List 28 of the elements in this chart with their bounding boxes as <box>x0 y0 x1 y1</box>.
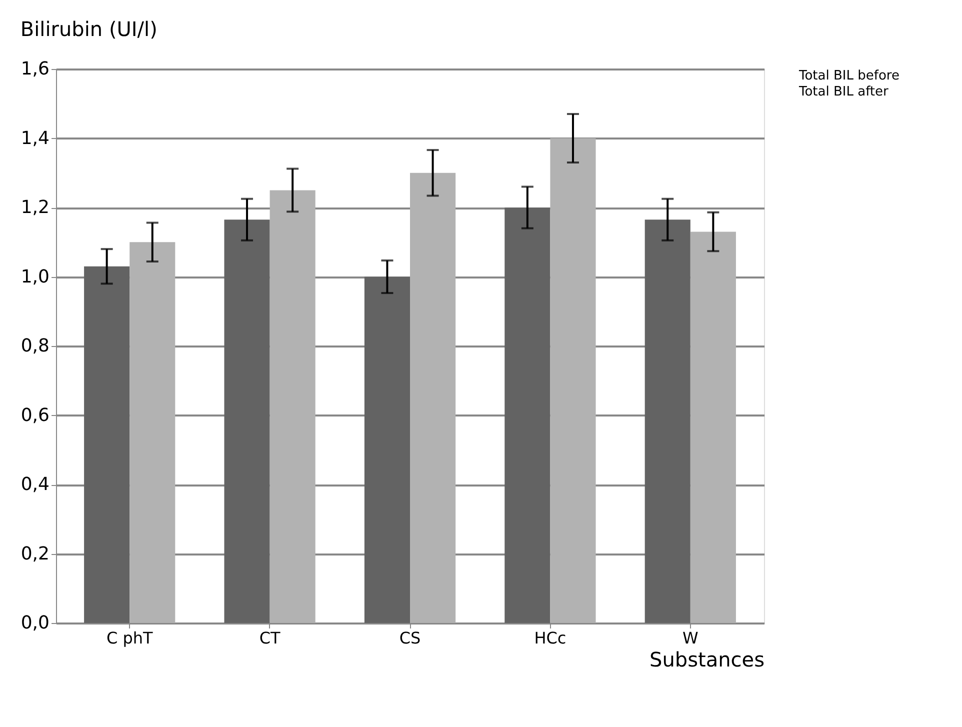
x-tick-label: CS <box>399 628 421 648</box>
text: Total BIL before <box>798 68 900 84</box>
bar <box>410 172 456 623</box>
chart-title: Bilirubin (UI/l) <box>20 17 158 41</box>
x-tick-label: C phT <box>106 628 153 648</box>
bar <box>364 276 410 623</box>
bar <box>644 220 690 623</box>
bar <box>550 138 596 623</box>
y-tick-label: 0,6 <box>20 404 50 426</box>
y-tick-label: 1,4 <box>20 128 50 149</box>
y-tick-label: 1,2 <box>20 197 50 218</box>
bar <box>504 208 550 623</box>
x-tick-label: HCc <box>534 628 566 648</box>
y-tick-label: 0,4 <box>20 474 50 495</box>
bar <box>224 220 270 623</box>
y-tick-label: 0,8 <box>20 336 50 356</box>
y-tick-label: 1,6 <box>20 58 50 80</box>
x-axis-title: Substances <box>650 648 764 672</box>
y-tick-label: 0,0 <box>20 612 50 634</box>
x-tick-label: CT <box>259 628 280 648</box>
bar <box>690 232 736 623</box>
bar <box>270 190 316 623</box>
y-tick-label: 1,0 <box>20 266 50 288</box>
bar <box>130 242 176 623</box>
y-tick-label: 0,2 <box>20 543 50 564</box>
text: Total BIL after <box>798 84 890 100</box>
bar <box>84 266 130 623</box>
x-tick-label: W <box>682 628 698 648</box>
